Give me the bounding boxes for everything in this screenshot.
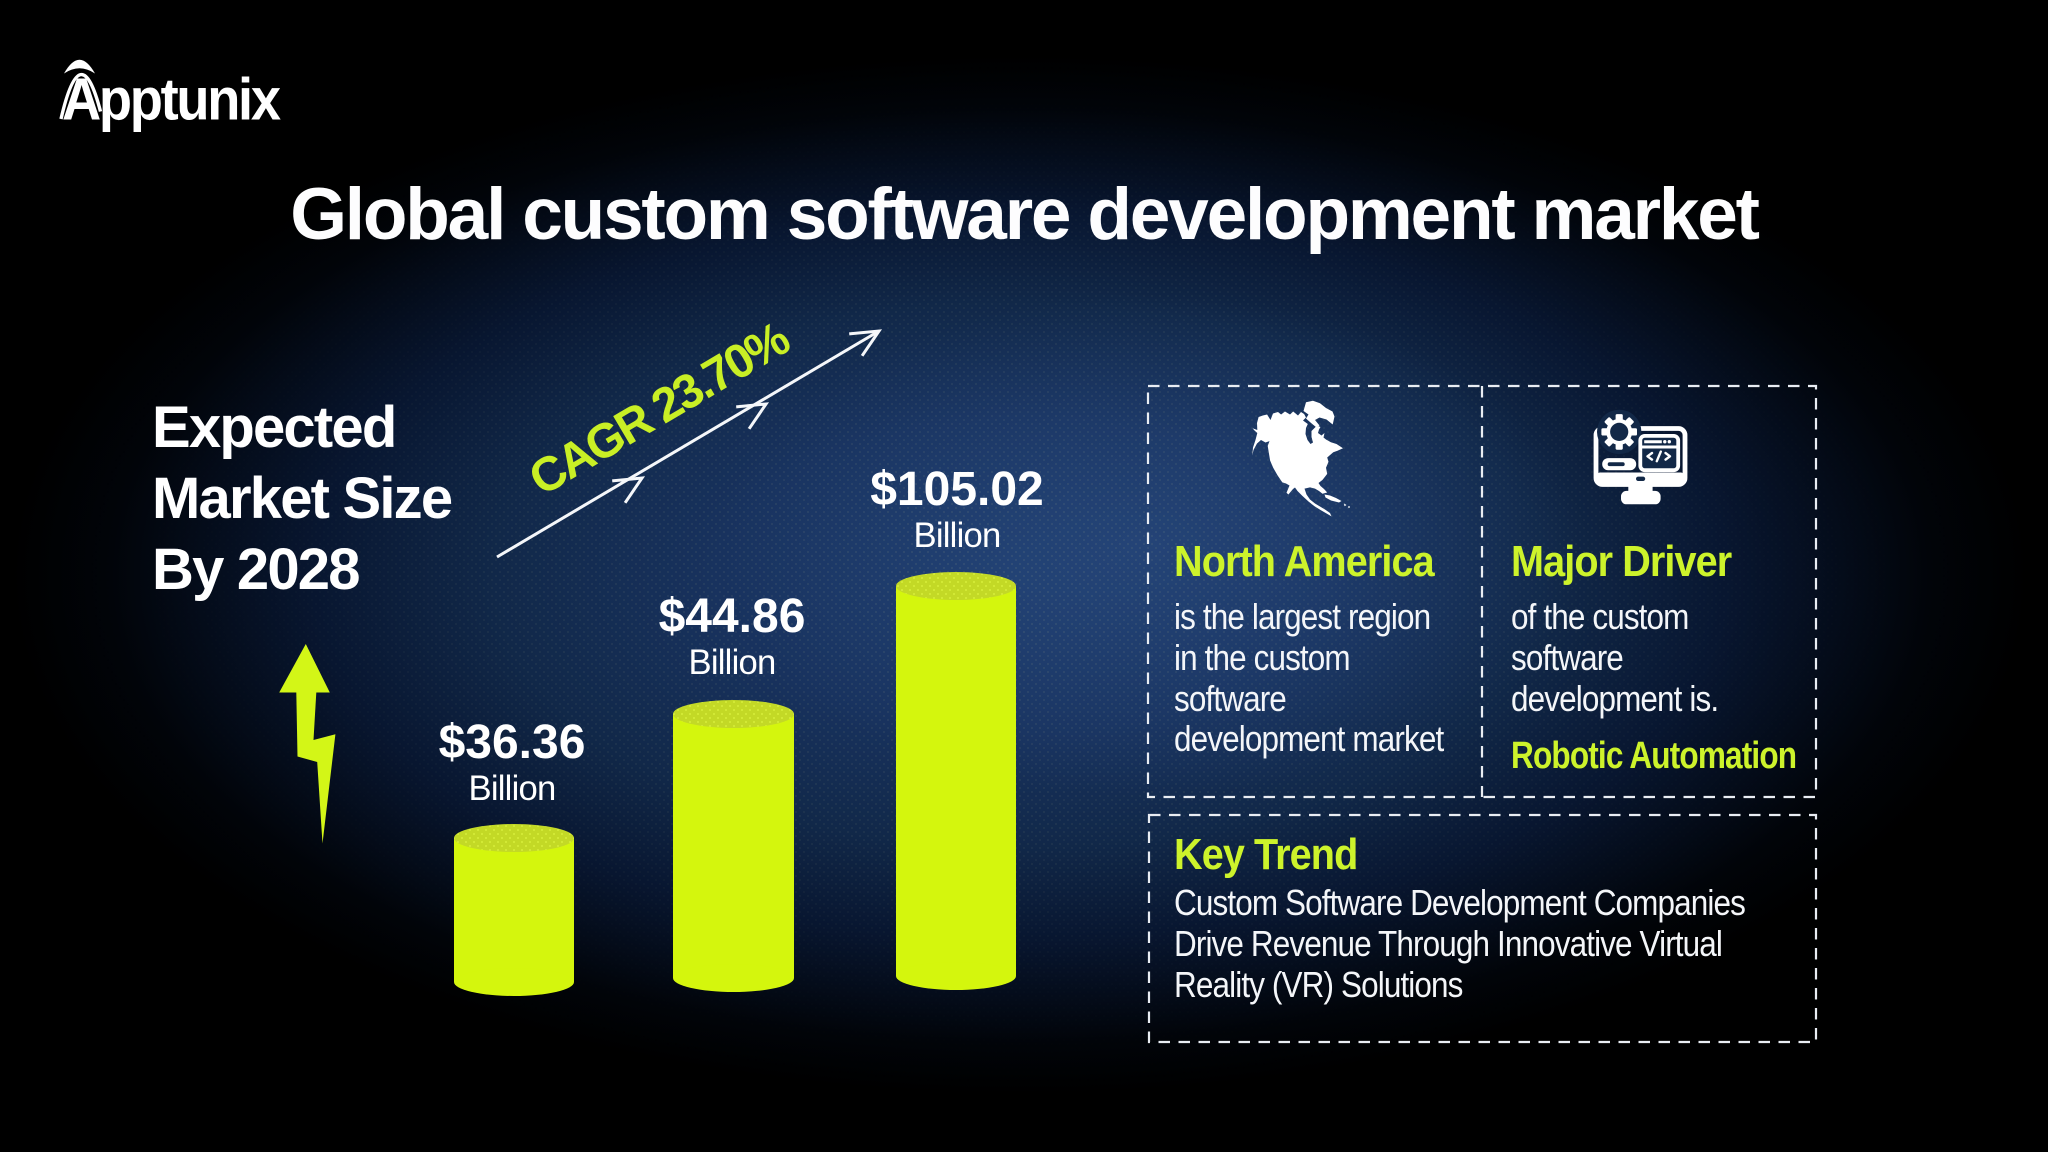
- svg-text:Apptunix: Apptunix: [62, 67, 281, 133]
